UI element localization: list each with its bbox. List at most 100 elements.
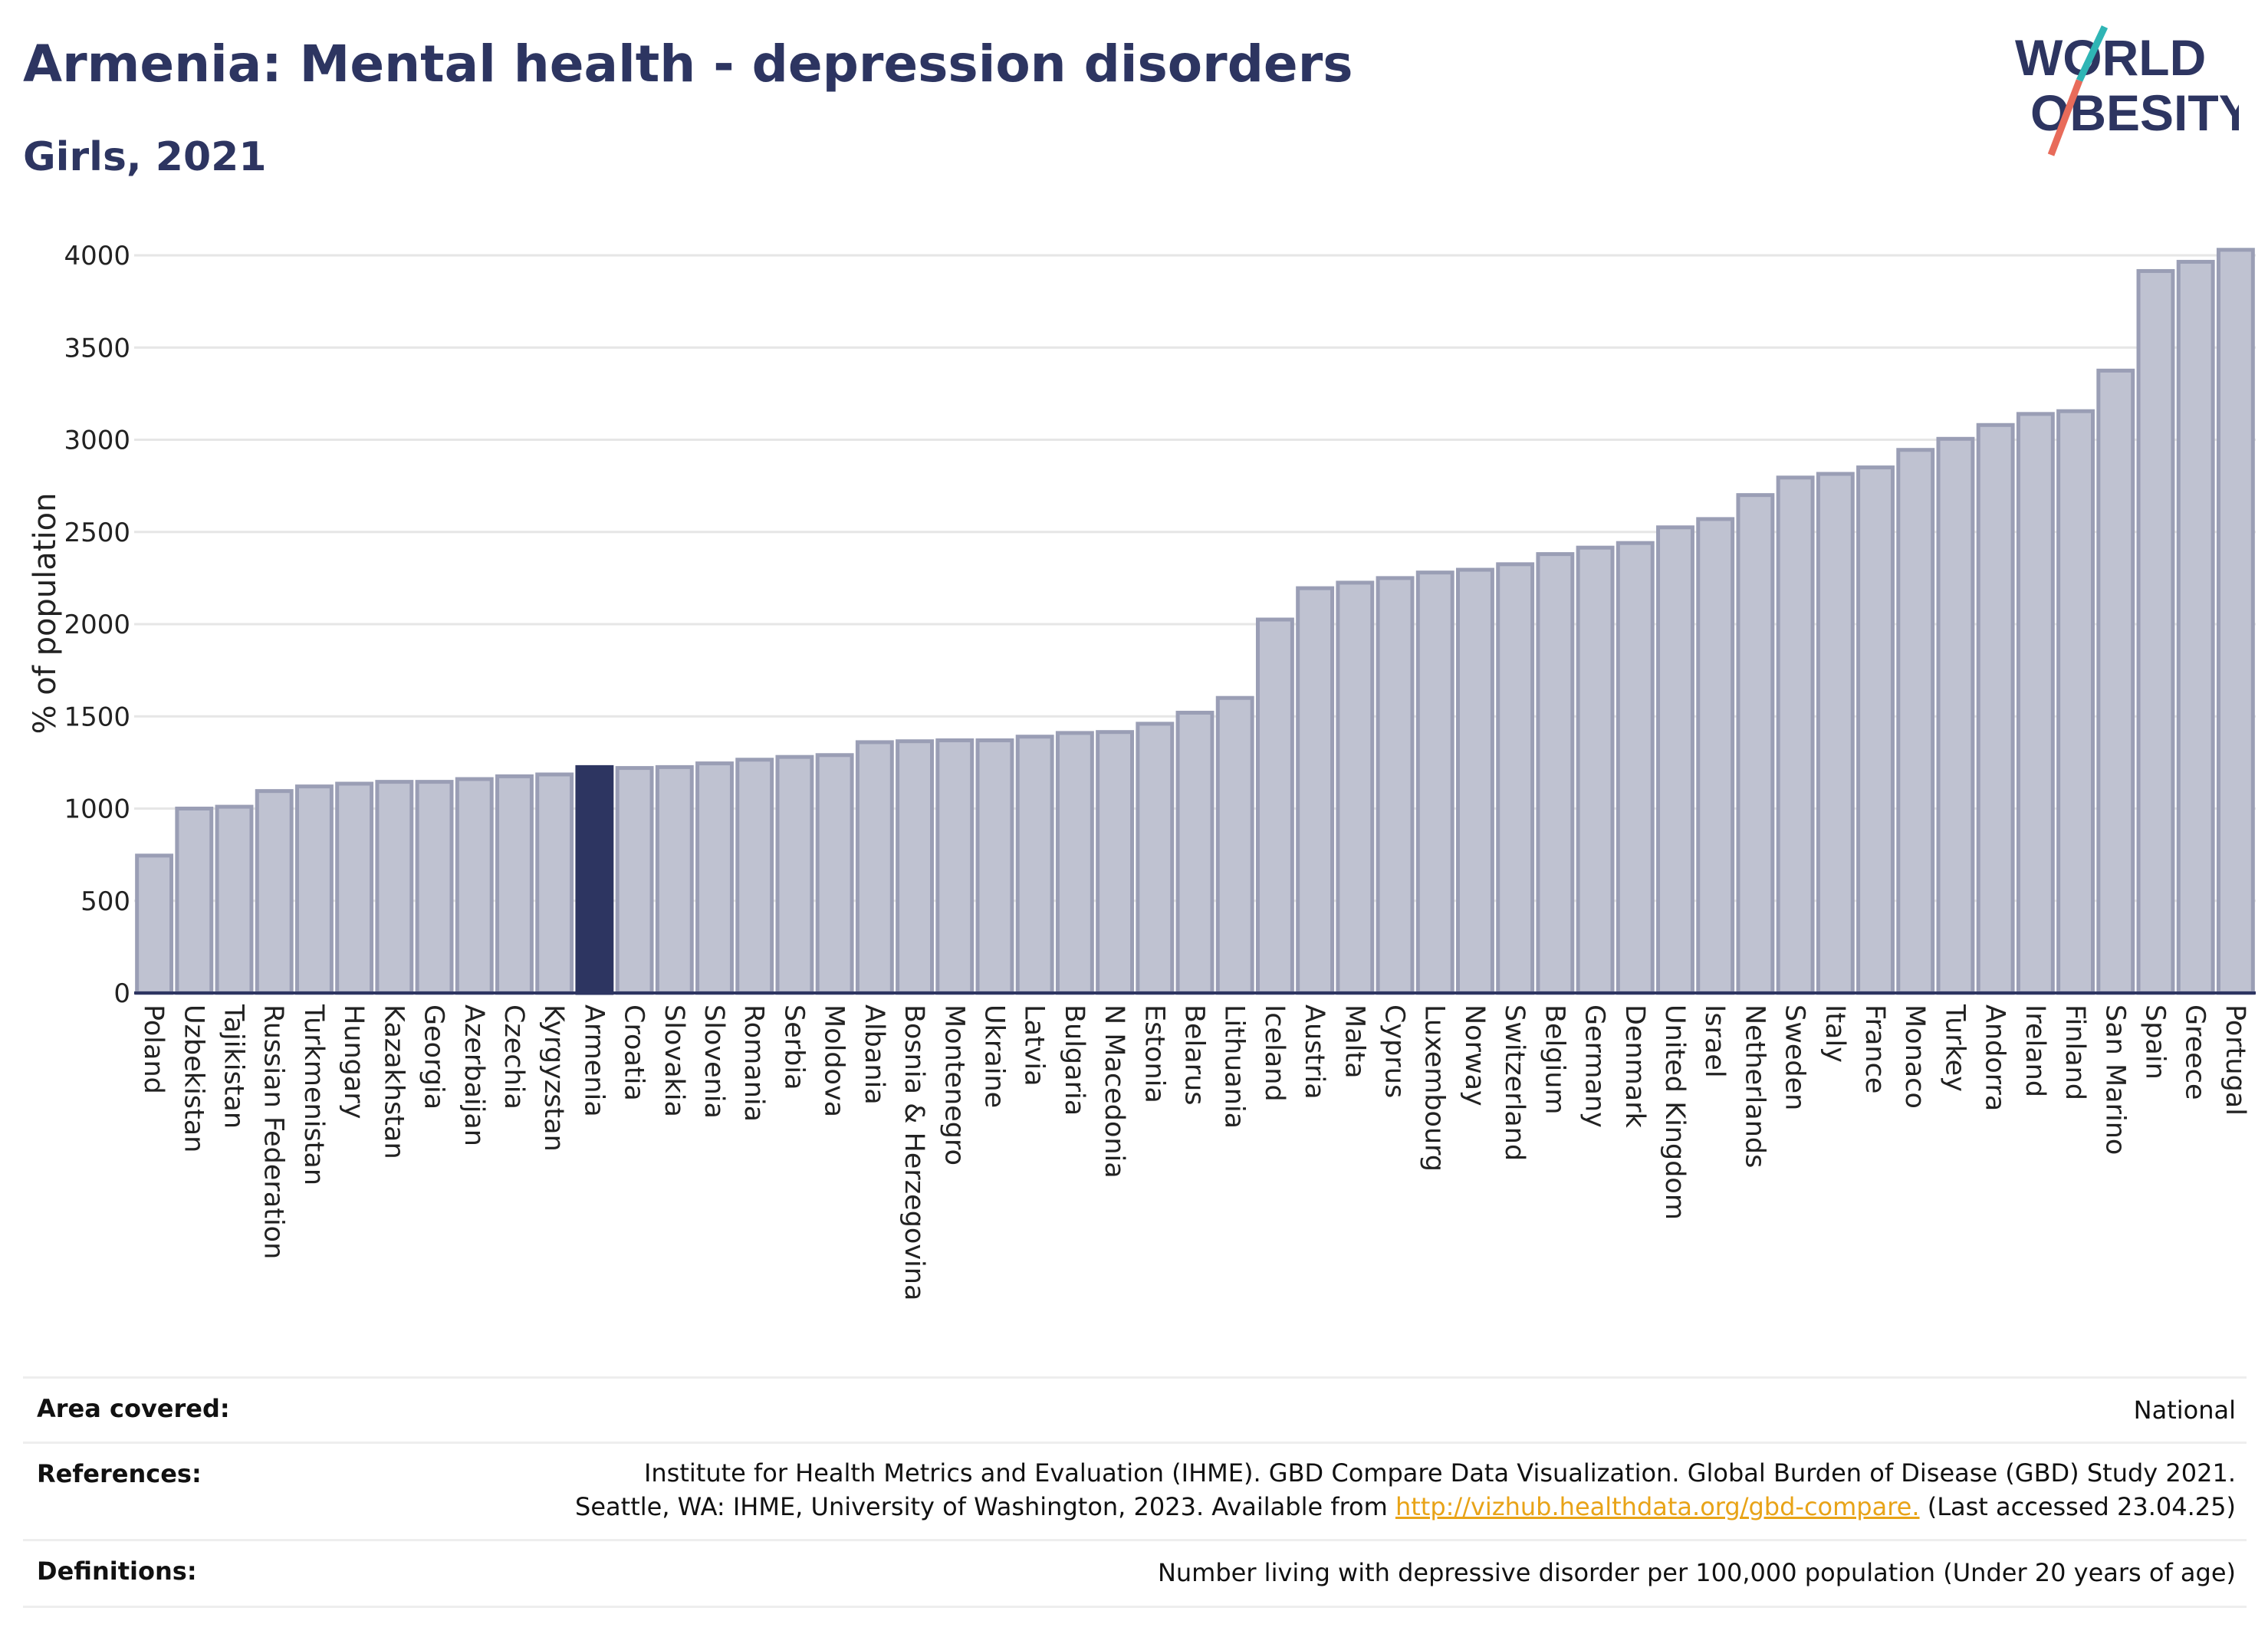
x-tick-label: Greece xyxy=(2180,1004,2210,1100)
x-tick-label: Estonia xyxy=(1139,1004,1169,1103)
bar xyxy=(1415,570,1454,995)
x-tick-label: Malta xyxy=(1339,1004,1369,1079)
y-tick-label: 1500 xyxy=(64,702,130,732)
y-axis-label: % of population xyxy=(28,493,63,735)
x-tick-label: Hungary xyxy=(338,1004,369,1119)
x-tick-label: Ireland xyxy=(2020,1004,2050,1097)
x-tick-label: Romania xyxy=(738,1004,769,1122)
footer-row-references: References: Institute for Health Metrics… xyxy=(23,1442,2247,1539)
x-tick-label: Uzbekistan xyxy=(178,1004,209,1152)
x-tick-label: Tajikistan xyxy=(219,1004,249,1129)
x-tick-label: Germany xyxy=(1579,1004,1610,1128)
y-tick-label: 2500 xyxy=(64,518,130,548)
y-tick-label: 500 xyxy=(81,886,130,917)
bar xyxy=(135,853,174,995)
bar xyxy=(2216,248,2255,995)
bar xyxy=(1736,493,1775,995)
x-tick-label: Bulgaria xyxy=(1059,1004,1090,1116)
bar xyxy=(2056,409,2095,995)
x-tick-label: Armenia xyxy=(578,1004,609,1117)
bar xyxy=(735,758,774,995)
bar xyxy=(2136,268,2175,995)
bar xyxy=(1336,580,1375,995)
x-tick-label: Georgia xyxy=(419,1004,449,1110)
bar xyxy=(1656,525,1694,995)
logo-line1: WORLD xyxy=(2015,29,2206,86)
x-tick-label: Serbia xyxy=(778,1004,809,1090)
x-tick-label: Bosnia & Herzegovina xyxy=(899,1004,929,1300)
bar xyxy=(1175,710,1215,995)
bar xyxy=(1896,448,1935,995)
x-tick-label: Denmark xyxy=(1619,1004,1650,1129)
bar xyxy=(415,780,454,995)
x-tick-label: Belarus xyxy=(1179,1004,1210,1106)
bar xyxy=(695,761,734,995)
x-tick-label: Montenegro xyxy=(938,1004,969,1165)
definitions-label: Definitions: xyxy=(37,1557,197,1586)
bar xyxy=(1055,731,1094,995)
area-covered-label: Area covered: xyxy=(37,1394,230,1423)
bar xyxy=(1096,730,1135,995)
x-tick-label: Czechia xyxy=(498,1004,529,1110)
references-line2: Seattle, WA: IHME, University of Washing… xyxy=(23,1490,2247,1524)
bar xyxy=(775,755,814,995)
bar xyxy=(1976,422,2015,995)
references-line2-suffix: (Last accessed 23.04.25) xyxy=(1927,1492,2236,1521)
y-tick-label: 2000 xyxy=(64,610,130,640)
x-tick-label: Andorra xyxy=(1980,1004,2010,1111)
y-tick-label: 4000 xyxy=(64,241,130,271)
bar xyxy=(215,804,254,995)
x-tick-label: Kazakhstan xyxy=(378,1004,409,1159)
x-tick-label: N Macedonia xyxy=(1099,1004,1129,1179)
bar xyxy=(2176,259,2215,995)
bar xyxy=(1536,552,1575,995)
bars xyxy=(135,248,2255,995)
y-tick-label: 3500 xyxy=(64,333,130,363)
x-tick-label: Spain xyxy=(2139,1004,2170,1080)
bar xyxy=(1255,617,1294,995)
bar xyxy=(1936,436,1975,995)
bar xyxy=(975,738,1014,995)
bar xyxy=(455,777,494,995)
x-tick-label: Portugal xyxy=(2220,1004,2250,1116)
x-tick-label: Croatia xyxy=(619,1004,649,1101)
footer-row-definitions: Definitions: Number living with depressi… xyxy=(23,1539,2247,1608)
references-line2-prefix: Seattle, WA: IHME, University of Washing… xyxy=(575,1492,1388,1521)
y-tick-label: 3000 xyxy=(64,426,130,456)
bar xyxy=(575,764,614,995)
definitions-value: Number living with depressive disorder p… xyxy=(1157,1558,2236,1587)
bar xyxy=(1616,541,1655,995)
bar xyxy=(255,789,294,995)
x-tick-label: Slovenia xyxy=(698,1004,729,1119)
x-tick-label: San Marino xyxy=(2099,1004,2130,1155)
y-tick-label: 1000 xyxy=(64,794,130,825)
world-obesity-logo: WORLD OBESITY xyxy=(2015,25,2239,156)
chart-subtitle: Girls, 2021 xyxy=(23,134,267,180)
x-tick-label: Norway xyxy=(1459,1004,1490,1106)
x-tick-label: Sweden xyxy=(1780,1004,1810,1110)
bar xyxy=(1816,472,1855,995)
x-tick-label: Turkmenistan xyxy=(298,1004,329,1185)
bar xyxy=(935,738,975,995)
bar xyxy=(815,753,854,995)
logo-slash-red xyxy=(2047,79,2083,156)
bar xyxy=(655,764,694,995)
x-tick-label: Austria xyxy=(1299,1004,1330,1100)
references-line1: Institute for Health Metrics and Evaluat… xyxy=(643,1458,2236,1488)
x-tick-label: Netherlands xyxy=(1739,1004,1770,1168)
bar xyxy=(1215,695,1254,995)
x-tick-label: Lithuania xyxy=(1219,1004,1250,1129)
x-tick-label: Monaco xyxy=(1899,1004,1930,1109)
references-link[interactable]: http://vizhub.healthdata.org/gbd-compare… xyxy=(1395,1492,1920,1521)
bar xyxy=(1015,735,1054,995)
bar xyxy=(294,784,334,995)
logo-slash-teal xyxy=(2076,25,2109,82)
bar xyxy=(1576,545,1615,995)
x-tick-label: Iceland xyxy=(1259,1004,1290,1102)
bar xyxy=(896,739,934,995)
y-axis-ticks: 0 500 1000 1500 2000 2500 3000 3500 4000 xyxy=(64,241,130,1009)
bar xyxy=(2016,412,2055,995)
bar xyxy=(1136,722,1175,995)
bar xyxy=(1296,586,1335,995)
x-tick-label: Belgium xyxy=(1539,1004,1570,1115)
